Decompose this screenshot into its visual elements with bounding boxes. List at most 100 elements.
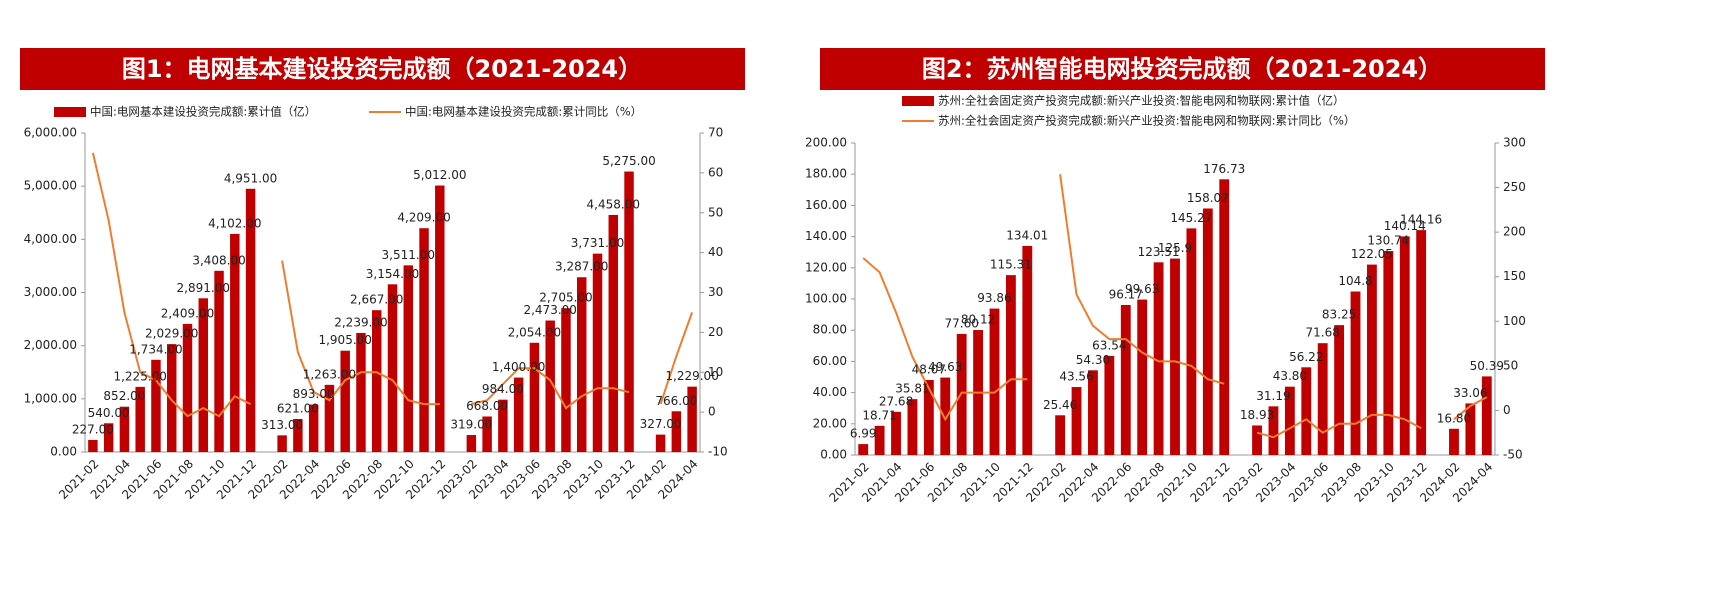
bar (277, 435, 287, 452)
y2-tick-label: 40 (708, 245, 723, 259)
bar (1481, 376, 1492, 455)
data-label: 123.51 (1138, 245, 1180, 259)
data-label: 2,891.00 (177, 281, 230, 295)
data-label: 327.00 (640, 417, 682, 431)
data-label: 54.30 (1076, 353, 1110, 367)
bar (214, 270, 224, 452)
bar (1055, 415, 1066, 455)
title-bar (820, 48, 1545, 90)
legend-label: 苏州:全社会固定资产投资完成额:新兴产业投资:智能电网和物联网:累计同比（%） (938, 114, 1355, 128)
bar (498, 399, 508, 452)
y2-tick-label: 10 (708, 365, 723, 379)
data-label: 50.39 (1470, 359, 1504, 373)
bar (655, 434, 666, 452)
bar (1252, 425, 1262, 455)
data-label: 43.56 (1059, 370, 1093, 384)
data-label: 4,102.00 (208, 216, 261, 230)
y2-tick-label: 50 (708, 205, 723, 219)
data-label: 1,400.00 (492, 360, 545, 374)
bar (577, 277, 587, 452)
data-label: 43.80 (1273, 369, 1307, 383)
bar (308, 404, 319, 452)
legend-label: 中国:电网基本建设投资完成额:累计同比（%） (405, 105, 642, 119)
data-label: 1,263.00 (303, 367, 356, 381)
data-label: 4,209.00 (397, 211, 450, 225)
data-label: 1,225.00 (113, 369, 166, 383)
bar (989, 308, 1000, 455)
bar (561, 308, 571, 452)
bar (545, 320, 555, 452)
y-tick-label: 80.00 (813, 323, 847, 337)
bar (1202, 208, 1213, 455)
bar (403, 265, 413, 452)
bar (119, 406, 130, 452)
data-label: 227.00 (72, 422, 114, 436)
bar (608, 214, 618, 452)
bar (874, 425, 885, 455)
data-label: 766.00 (655, 394, 697, 408)
bar (245, 188, 256, 452)
y-tick-label: 0.00 (50, 445, 77, 459)
bar (1334, 325, 1345, 455)
y2-tick-label: 100 (1503, 314, 1526, 328)
data-label: 2,029.00 (145, 327, 198, 341)
data-label: 2,054.00 (508, 325, 561, 339)
data-label: 25.46 (1043, 398, 1077, 412)
y-tick-label: 180.00 (805, 167, 847, 181)
bar (1383, 251, 1394, 455)
data-label: 2,667.00 (350, 293, 403, 307)
y2-tick-label: 30 (708, 285, 723, 299)
bar (671, 411, 682, 452)
bar (151, 359, 161, 452)
chart-title: 图2：苏州智能电网投资完成额（2021-2024） (922, 55, 1442, 83)
data-label: 145.27 (1170, 211, 1212, 225)
y-tick-label: 2,000.00 (24, 338, 77, 352)
bar (135, 386, 145, 452)
data-label: 3,408.00 (192, 253, 245, 267)
data-label: 1,734.00 (129, 342, 182, 356)
bar (1416, 230, 1427, 455)
y2-tick-label: 60 (708, 165, 723, 179)
y2-tick-label: 150 (1503, 269, 1526, 283)
title-bar (20, 48, 745, 90)
bar (907, 399, 918, 455)
data-label: 852.00 (103, 389, 145, 403)
bar (182, 323, 193, 452)
data-label: 83.25 (1322, 308, 1356, 322)
y2-tick-label: 70 (708, 126, 723, 140)
y2-tick-label: -50 (1503, 448, 1523, 462)
bar (340, 350, 350, 452)
line (862, 174, 1488, 439)
bar (1465, 403, 1476, 455)
data-label: 99.63 (1125, 282, 1159, 296)
bar (482, 416, 492, 452)
bar (435, 185, 445, 452)
data-label: 49.63 (928, 360, 962, 374)
data-label: 313.00 (261, 418, 303, 432)
data-label: 2,239.00 (334, 315, 387, 329)
bar (1268, 406, 1279, 455)
data-label: 319.00 (450, 418, 492, 432)
bar (940, 377, 951, 455)
bar (1104, 355, 1115, 455)
y2-tick-label: 0 (708, 405, 716, 419)
bar (1022, 245, 1033, 455)
y2-tick-label: 300 (1503, 136, 1526, 150)
bar (324, 384, 335, 452)
bar (687, 386, 697, 452)
bar (88, 439, 98, 452)
data-label: 80.12 (961, 313, 995, 327)
data-label: 893.00 (293, 387, 335, 401)
data-label: 27.68 (879, 394, 913, 408)
bar (1449, 428, 1459, 455)
bar (891, 411, 901, 455)
bar (1153, 262, 1164, 455)
data-label: 125.9 (1158, 241, 1192, 255)
y-tick-label: 60.00 (813, 354, 847, 368)
data-label: 96.17 (1109, 287, 1143, 301)
bar (1137, 299, 1148, 455)
bar (529, 342, 540, 452)
data-label: 115.31 (990, 258, 1032, 272)
